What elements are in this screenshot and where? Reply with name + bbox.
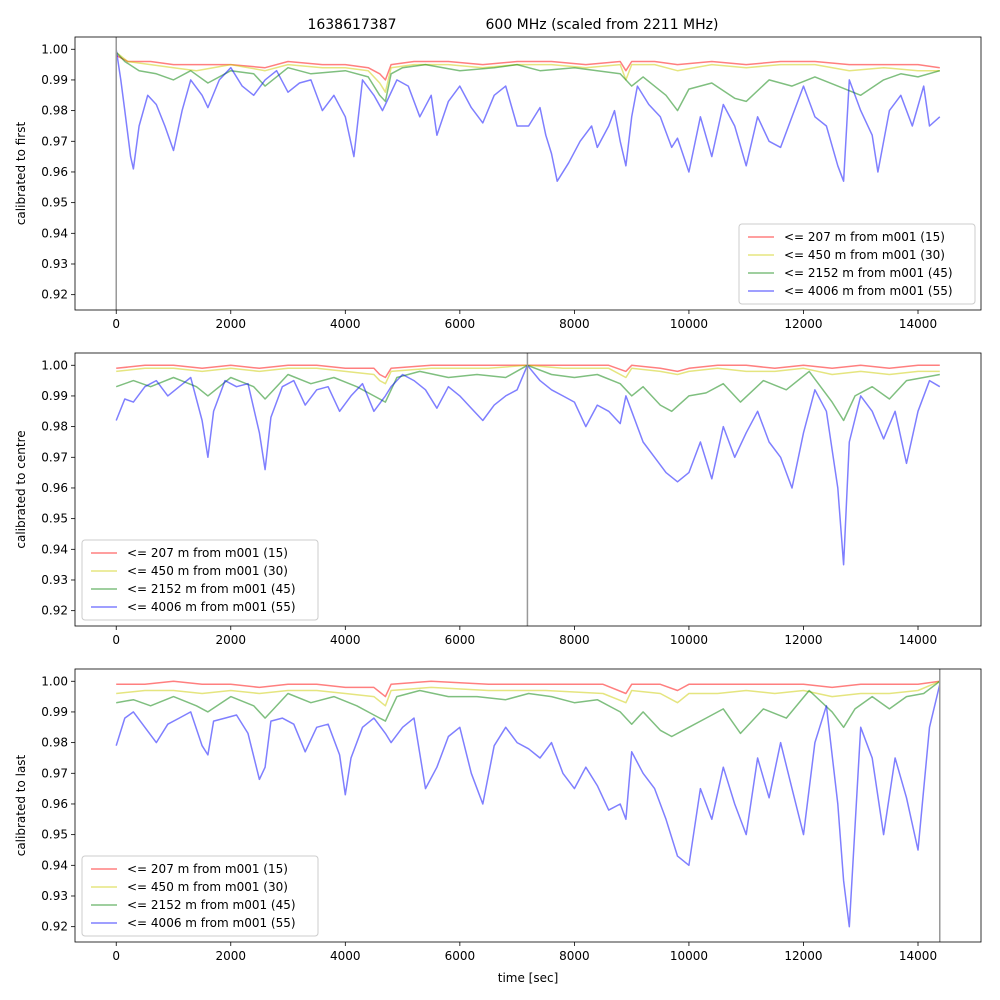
series-group bbox=[115, 49, 941, 182]
x-tick-label: 6000 bbox=[445, 317, 476, 331]
legend-label-207m: <= 207 m from m001 (15) bbox=[127, 862, 288, 876]
legend-label-4006m: <= 4006 m from m001 (55) bbox=[127, 600, 296, 614]
axes-frame bbox=[74, 668, 982, 943]
y-tick-label: 0.99 bbox=[41, 389, 68, 403]
legend-label-2152m: <= 2152 m from m001 (45) bbox=[127, 898, 296, 912]
x-tick-label: 4000 bbox=[330, 317, 361, 331]
x-tick-label: 12000 bbox=[784, 949, 822, 963]
series-line-207m bbox=[116, 364, 940, 379]
x-tick-label: 10000 bbox=[670, 317, 708, 331]
x-tick-label: 6000 bbox=[445, 949, 476, 963]
subplot-1: 0 2000 4000 6000 8000 10000 12000 14000 0.92 0.93… bbox=[14, 36, 982, 331]
legend-box bbox=[738, 223, 976, 305]
legend-label-207m: <= 207 m from m001 (15) bbox=[127, 546, 288, 560]
y-tick-label: 0.92 bbox=[41, 920, 68, 934]
legend-label-450m: <= 450 m from m001 (30) bbox=[127, 880, 288, 894]
y-tick-label: 0.94 bbox=[41, 542, 68, 556]
legend-label-207m: <= 207 m from m001 (15) bbox=[784, 230, 945, 244]
y-tick-label: 0.93 bbox=[41, 573, 68, 587]
y-tick-label: 0.96 bbox=[41, 797, 68, 811]
y-tick-label: 0.98 bbox=[41, 420, 68, 434]
y-tick-label: 0.93 bbox=[41, 257, 68, 271]
axes-frame bbox=[74, 352, 982, 627]
y-tick-label: 1.00 bbox=[41, 674, 68, 688]
series-line-2152m bbox=[115, 51, 941, 112]
y-tick-label: 0.92 bbox=[41, 288, 68, 302]
x-tick-label: 6000 bbox=[445, 633, 476, 647]
series-line-4006m bbox=[115, 49, 941, 182]
subplots: 0 2000 4000 6000 8000 10000 12000 14000 0.92 0.93… bbox=[14, 36, 982, 963]
y-axis-label: calibrated to last bbox=[14, 754, 28, 856]
y-tick-label: 0.98 bbox=[41, 104, 68, 118]
x-tick-label: 4000 bbox=[330, 949, 361, 963]
y-tick-label: 0.94 bbox=[41, 226, 68, 240]
series-line-2152m bbox=[116, 680, 941, 738]
x-tick-label: 0 bbox=[112, 633, 120, 647]
series-line-2152m bbox=[115, 364, 940, 422]
y-tick-label: 0.99 bbox=[41, 73, 68, 87]
y-tick-label: 0.96 bbox=[41, 481, 68, 495]
y-tick-label: 0.99 bbox=[41, 705, 68, 719]
legend-label-2152m: <= 2152 m from m001 (45) bbox=[127, 582, 296, 596]
y-tick-label: 0.95 bbox=[41, 828, 68, 842]
x-tick-label: 10000 bbox=[670, 949, 708, 963]
y-tick-label: 0.96 bbox=[41, 165, 68, 179]
y-tick-label: 0.93 bbox=[41, 889, 68, 903]
x-tick-label: 12000 bbox=[784, 317, 822, 331]
legend: <= 207 m from m001 (15) <= 450 m from m00… bbox=[81, 855, 319, 937]
x-tick-label: 2000 bbox=[215, 949, 246, 963]
x-tick-label: 12000 bbox=[784, 633, 822, 647]
x-tick-label: 8000 bbox=[559, 949, 590, 963]
legend-label-450m: <= 450 m from m001 (30) bbox=[784, 248, 945, 262]
x-tick-label: 4000 bbox=[330, 633, 361, 647]
y-tick-label: 0.97 bbox=[41, 134, 68, 148]
x-tick-label: 8000 bbox=[559, 633, 590, 647]
legend-box bbox=[81, 855, 319, 937]
axes-frame bbox=[74, 36, 982, 311]
y-axis-label: calibrated to centre bbox=[14, 430, 28, 548]
y-tick-label: 0.97 bbox=[41, 450, 68, 464]
series-group bbox=[115, 364, 941, 566]
legend-label-2152m: <= 2152 m from m001 (45) bbox=[784, 266, 953, 280]
legend: <= 207 m from m001 (15) <= 450 m from m00… bbox=[81, 539, 319, 621]
subplot-2: 0 2000 4000 6000 8000 10000 12000 14000 0.92 0.93… bbox=[14, 352, 982, 647]
series-line-450m bbox=[115, 51, 940, 93]
subplot-3: 0 2000 4000 6000 8000 10000 12000 14000 0.92 0.93… bbox=[14, 668, 982, 963]
y-tick-label: 0.94 bbox=[41, 858, 68, 872]
x-tick-label: 0 bbox=[112, 317, 120, 331]
y-tick-label: 1.00 bbox=[41, 358, 68, 372]
x-tick-label: 10000 bbox=[670, 633, 708, 647]
x-tick-label: 2000 bbox=[215, 633, 246, 647]
legend-label-4006m: <= 4006 m from m001 (55) bbox=[784, 284, 953, 298]
series-line-4006m bbox=[115, 684, 941, 928]
legend-label-450m: <= 450 m from m001 (30) bbox=[127, 564, 288, 578]
x-tick-label: 0 bbox=[112, 949, 120, 963]
x-tick-label: 14000 bbox=[899, 317, 937, 331]
legend-box bbox=[81, 539, 319, 621]
x-axis-label: time [sec] bbox=[498, 971, 559, 985]
legend: <= 207 m from m001 (15) <= 450 m from m00… bbox=[738, 223, 976, 305]
series-group bbox=[115, 680, 941, 928]
y-tick-label: 0.97 bbox=[41, 766, 68, 780]
series-line-207m bbox=[115, 54, 940, 81]
series-line-207m bbox=[116, 680, 940, 698]
y-tick-label: 0.95 bbox=[41, 196, 68, 210]
y-tick-label: 1.00 bbox=[41, 42, 68, 56]
y-tick-label: 0.98 bbox=[41, 736, 68, 750]
y-tick-label: 0.95 bbox=[41, 512, 68, 526]
legend-label-4006m: <= 4006 m from m001 (55) bbox=[127, 916, 296, 930]
x-tick-label: 14000 bbox=[899, 949, 937, 963]
x-tick-label: 14000 bbox=[899, 633, 937, 647]
y-tick-label: 0.92 bbox=[41, 604, 68, 618]
figure-title-id: 1638617387 bbox=[307, 17, 396, 33]
series-line-4006m bbox=[115, 364, 941, 566]
y-axis-label: calibrated to first bbox=[14, 122, 28, 226]
figure-title-frequency: 600 MHz (scaled from 2211 MHz) bbox=[486, 17, 719, 33]
series-line-450m bbox=[116, 364, 940, 385]
x-tick-label: 8000 bbox=[559, 317, 590, 331]
x-tick-label: 2000 bbox=[215, 317, 246, 331]
